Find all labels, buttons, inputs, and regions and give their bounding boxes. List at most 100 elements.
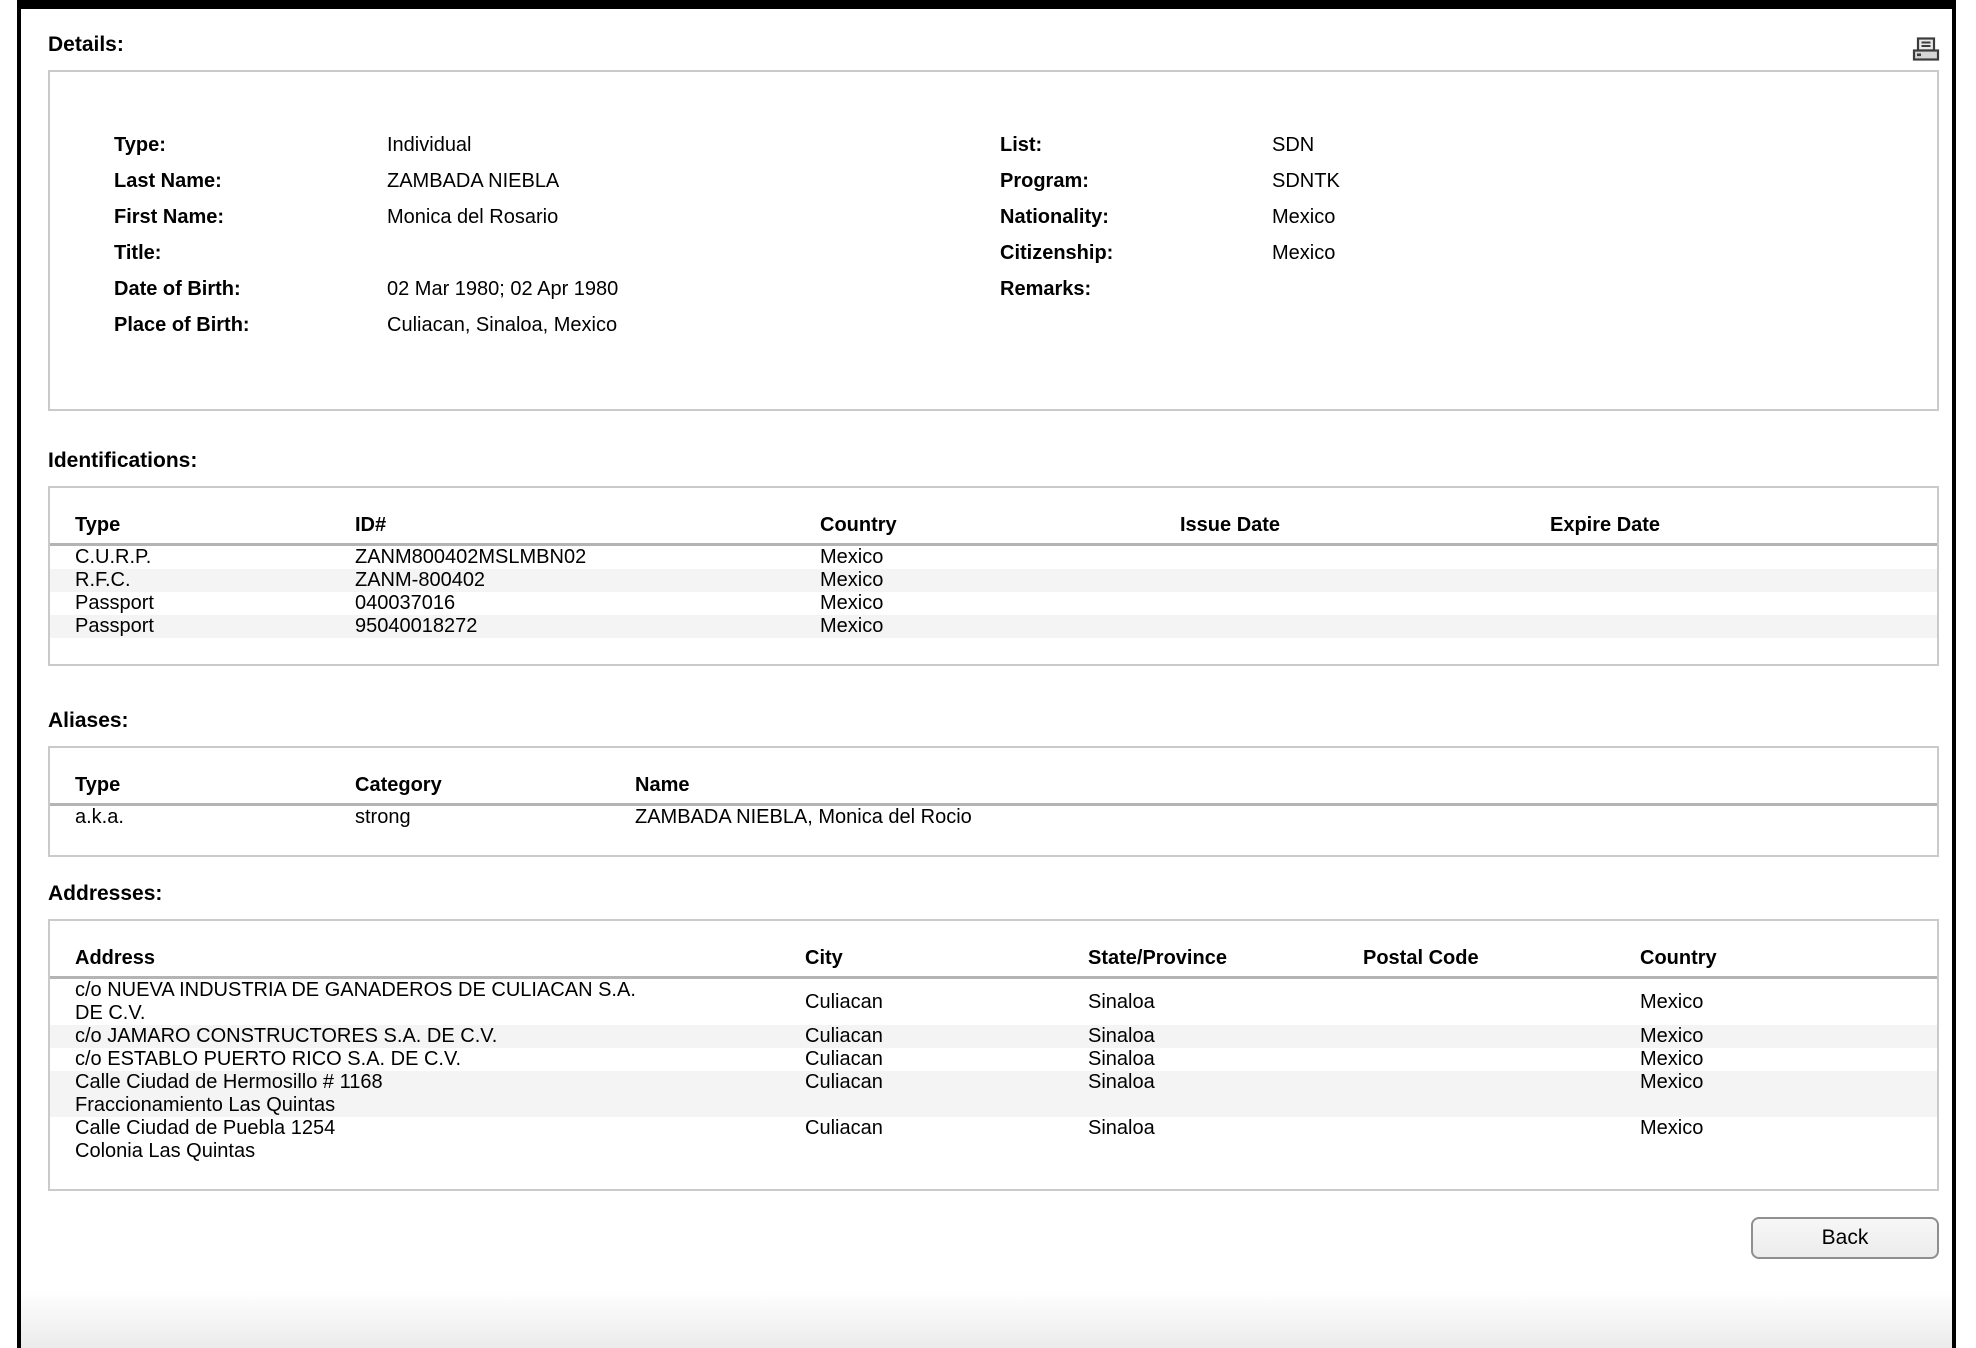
cell-id: ZANM800402MSLMBN02 [355, 546, 587, 568]
cell-address: Calle Ciudad de Hermosillo # 1168 Fracci… [75, 1071, 383, 1116]
column-header-expire-date: Expire Date [1550, 514, 1661, 536]
page-frame: Details: Type: Individual Last Name: ZAM… [17, 0, 1956, 1348]
cell-city: Culiacan [805, 990, 883, 1013]
cell-city: Culiacan [805, 1071, 883, 1093]
cell-country: Mexico [820, 592, 884, 614]
aliases-heading: Aliases: [48, 709, 129, 732]
cell-city: Culiacan [805, 1048, 883, 1070]
detail-field-first-name: First Name: Monica del Rosario [114, 199, 1000, 235]
column-header-state-province: State/Province [1088, 947, 1227, 969]
cell-id: 040037016 [355, 592, 456, 614]
field-label: Program: [1000, 170, 1089, 192]
cell-state: Sinaloa [1088, 1117, 1155, 1139]
column-header-category: Category [355, 774, 442, 796]
cell-country: Mexico [1640, 1048, 1704, 1070]
details-heading: Details: [48, 33, 124, 56]
field-label: Last Name: [114, 170, 222, 192]
bottom-fade [21, 1290, 1952, 1348]
details-right-column: List: SDN Program: SDNTK Nationality: Me… [1000, 127, 1937, 343]
column-header-id: ID# [355, 514, 387, 536]
details-left-column: Type: Individual Last Name: ZAMBADA NIEB… [114, 127, 1000, 343]
cell-country: Mexico [820, 546, 884, 568]
detail-field-last-name: Last Name: ZAMBADA NIEBLA [114, 163, 1000, 199]
field-label: Type: [114, 134, 166, 156]
cell-country: Mexico [820, 569, 884, 591]
table-row: a.k.a. strong ZAMBADA NIEBLA, Monica del… [50, 806, 1937, 829]
field-label: Remarks: [1000, 278, 1092, 300]
field-value [387, 235, 1000, 271]
detail-field-type: Type: Individual [114, 127, 1000, 163]
field-label: Date of Birth: [114, 278, 241, 300]
field-label: Place of Birth: [114, 314, 250, 336]
column-header-name: Name [635, 774, 690, 796]
cell-category: strong [355, 806, 411, 828]
cell-country: Mexico [1640, 1071, 1704, 1093]
cell-address: c/o NUEVA INDUSTRIA DE GANADEROS DE CULI… [75, 979, 636, 1024]
column-header-postal-code: Postal Code [1363, 947, 1479, 969]
field-label: List: [1000, 134, 1043, 156]
cell-id: 95040018272 [355, 615, 478, 637]
cell-type: Passport [75, 615, 154, 637]
cell-state: Sinaloa [1088, 1025, 1155, 1047]
back-button[interactable]: Back [1751, 1217, 1939, 1259]
column-header-type: Type [75, 514, 121, 536]
addresses-panel: Address City State/Province Postal Code … [48, 919, 1939, 1191]
cell-type: C.U.R.P. [75, 546, 152, 568]
table-row: Calle Ciudad de Hermosillo # 1168 Fracci… [50, 1071, 1937, 1117]
cell-name: ZAMBADA NIEBLA, Monica del Rocio [635, 806, 972, 828]
detail-field-remarks: Remarks: [1000, 271, 1937, 307]
detail-field-date-of-birth: Date of Birth: 02 Mar 1980; 02 Apr 1980 [114, 271, 1000, 307]
detail-field-title: Title: [114, 235, 1000, 271]
field-label: First Name: [114, 206, 225, 228]
column-header-issue-date: Issue Date [1180, 514, 1281, 536]
detail-field-nationality: Nationality: Mexico [1000, 199, 1937, 235]
table-row: C.U.R.P. ZANM800402MSLMBN02 Mexico [50, 546, 1937, 569]
column-header-country: Country [1640, 947, 1717, 969]
cell-id: ZANM-800402 [355, 569, 486, 591]
cell-state: Sinaloa [1088, 1048, 1155, 1070]
identifications-panel: Type ID# Country Issue Date Expire Date … [48, 486, 1939, 666]
cell-address: Calle Ciudad de Puebla 1254 Colonia Las … [75, 1117, 336, 1162]
detail-field-citizenship: Citizenship: Mexico [1000, 235, 1937, 271]
field-value [1272, 271, 1937, 307]
field-label: Nationality: [1000, 206, 1109, 228]
cell-country: Mexico [820, 615, 884, 637]
column-header-type: Type [75, 774, 121, 796]
table-row: Passport 95040018272 Mexico [50, 615, 1937, 638]
cell-type: Passport [75, 592, 154, 614]
detail-field-program: Program: SDNTK [1000, 163, 1937, 199]
addresses-heading: Addresses: [48, 882, 163, 905]
field-value: Monica del Rosario [387, 206, 559, 228]
detail-field-place-of-birth: Place of Birth: Culiacan, Sinaloa, Mexic… [114, 307, 1000, 343]
table-row: c/o ESTABLO PUERTO RICO S.A. DE C.V. Cul… [50, 1048, 1937, 1071]
cell-state: Sinaloa [1088, 990, 1155, 1013]
identifications-header-row: Type ID# Country Issue Date Expire Date [50, 512, 1937, 546]
table-row: c/o NUEVA INDUSTRIA DE GANADEROS DE CULI… [50, 979, 1937, 1025]
field-value: Individual [387, 134, 472, 156]
cell-city: Culiacan [805, 1025, 883, 1047]
field-value: ZAMBADA NIEBLA [387, 170, 560, 192]
cell-country: Mexico [1640, 1025, 1704, 1047]
identifications-heading: Identifications: [48, 449, 198, 472]
printer-icon[interactable] [1911, 37, 1941, 61]
field-value: 02 Mar 1980; 02 Apr 1980 [387, 278, 619, 300]
cell-type: a.k.a. [75, 806, 124, 828]
field-value: Mexico [1272, 242, 1336, 264]
detail-field-list: List: SDN [1000, 127, 1937, 163]
cell-country: Mexico [1640, 990, 1704, 1013]
printer-icon-glyph [1912, 37, 1940, 61]
cell-city: Culiacan [805, 1117, 883, 1139]
column-header-address: Address [75, 947, 156, 969]
table-row: c/o JAMARO CONSTRUCTORES S.A. DE C.V. Cu… [50, 1025, 1937, 1048]
column-header-city: City [805, 947, 843, 969]
table-row: R.F.C. ZANM-800402 Mexico [50, 569, 1937, 592]
cell-type: R.F.C. [75, 569, 131, 591]
details-panel: Type: Individual Last Name: ZAMBADA NIEB… [48, 70, 1939, 411]
column-header-country: Country [820, 514, 897, 536]
field-label: Title: [114, 242, 162, 264]
table-row: Passport 040037016 Mexico [50, 592, 1937, 615]
table-row: Calle Ciudad de Puebla 1254 Colonia Las … [50, 1117, 1937, 1163]
field-label: Citizenship: [1000, 242, 1114, 264]
field-value: SDN [1272, 134, 1315, 156]
field-value: Culiacan, Sinaloa, Mexico [387, 314, 618, 336]
